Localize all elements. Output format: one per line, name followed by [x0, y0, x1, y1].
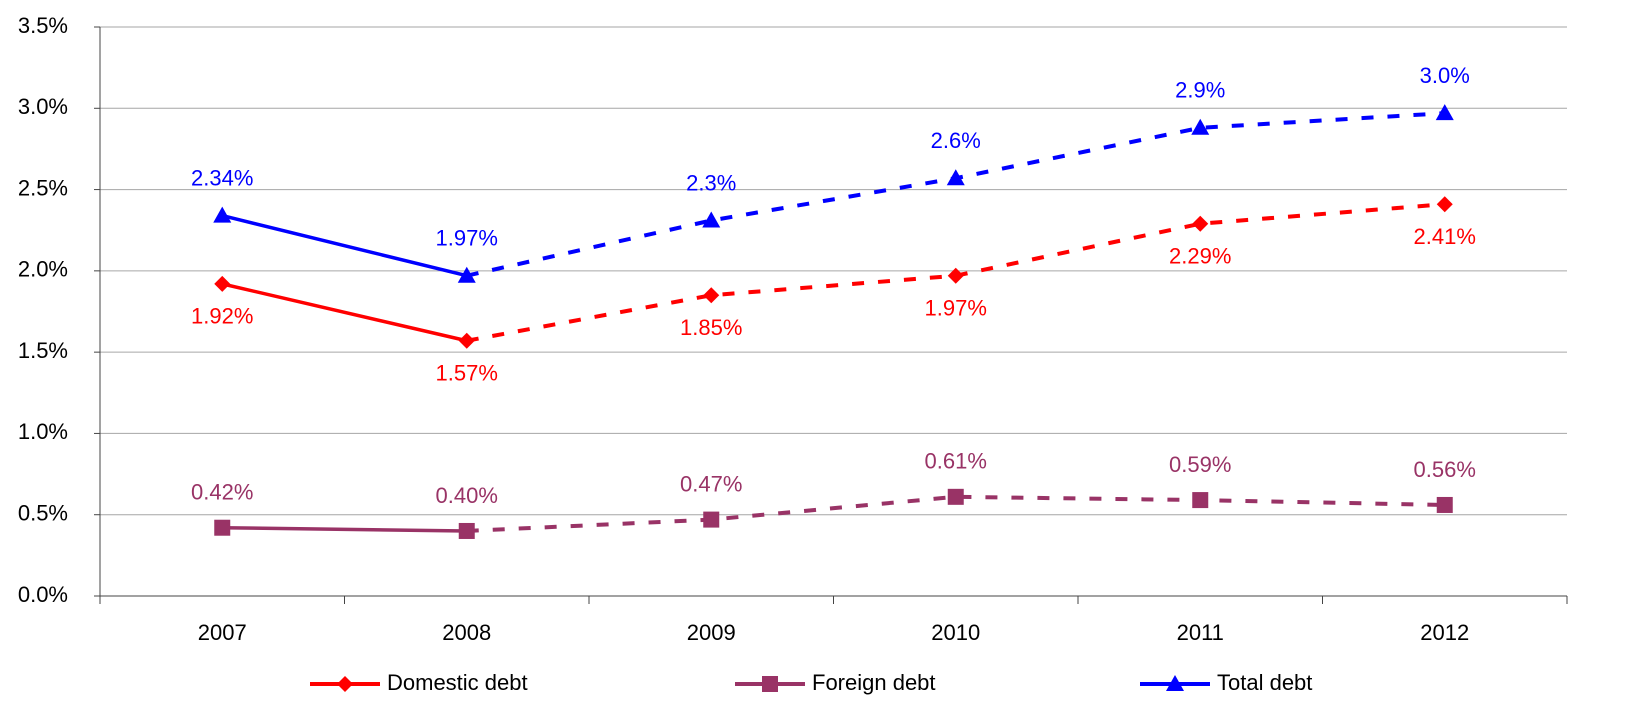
data-label: 1.85%: [680, 315, 742, 340]
x-tick-label: 2009: [687, 620, 736, 645]
marker: [703, 511, 720, 528]
marker: [1436, 496, 1453, 513]
data-label: 2.41%: [1414, 224, 1476, 249]
marker: [1436, 196, 1453, 213]
data-label: 1.97%: [436, 226, 498, 251]
marker: [457, 266, 476, 283]
data-label: 0.40%: [436, 483, 498, 508]
x-tick-label: 2011: [1177, 620, 1224, 645]
x-tick-label: 2012: [1420, 620, 1469, 645]
marker: [1166, 675, 1184, 691]
data-label: 1.57%: [436, 361, 498, 386]
marker: [946, 169, 965, 186]
data-label: 0.56%: [1414, 457, 1476, 482]
marker: [458, 522, 475, 539]
data-label: 1.97%: [925, 296, 987, 321]
series-line: [466, 202, 1445, 343]
series-line: [221, 213, 468, 278]
data-label: 2.6%: [931, 128, 981, 153]
marker: [1191, 118, 1210, 135]
data-label: 2.3%: [686, 170, 736, 195]
data-label: 0.47%: [680, 471, 742, 496]
y-tick-label: 1.0%: [18, 419, 68, 444]
legend-item: Total debt: [1140, 670, 1312, 695]
legend-label: Domestic debt: [387, 670, 528, 695]
marker: [702, 211, 721, 228]
data-label: 0.61%: [925, 449, 987, 474]
series-line: [221, 282, 468, 343]
y-tick-label: 3.5%: [18, 13, 68, 38]
legend-item: Domestic debt: [310, 670, 528, 695]
y-tick-label: 0.0%: [18, 582, 68, 607]
series-line: [466, 494, 1445, 533]
y-tick-label: 1.5%: [18, 338, 68, 363]
y-tick-label: 2.5%: [18, 175, 68, 200]
marker: [1192, 492, 1209, 509]
legend-label: Foreign debt: [812, 670, 936, 695]
marker: [337, 676, 353, 692]
data-label: 0.42%: [191, 480, 253, 505]
legend-label: Total debt: [1217, 670, 1312, 695]
marker: [1192, 215, 1209, 232]
marker: [458, 332, 475, 349]
data-label: 2.29%: [1169, 244, 1231, 269]
y-tick-label: 3.0%: [18, 94, 68, 119]
marker: [947, 267, 964, 284]
data-label: 0.59%: [1169, 452, 1231, 477]
x-tick-label: 2008: [442, 620, 491, 645]
marker: [1435, 104, 1454, 121]
marker: [947, 488, 964, 505]
data-label: 2.34%: [191, 165, 253, 190]
x-tick-label: 2007: [198, 620, 247, 645]
data-label: 2.9%: [1175, 78, 1225, 103]
data-label: 1.92%: [191, 304, 253, 329]
marker: [703, 287, 720, 304]
marker: [214, 519, 231, 536]
marker: [214, 275, 231, 292]
legend-item: Foreign debt: [735, 670, 936, 695]
marker: [762, 676, 778, 692]
y-tick-label: 2.0%: [18, 257, 68, 282]
marker: [213, 206, 232, 223]
x-tick-label: 2010: [931, 620, 980, 645]
series-line: [222, 525, 467, 533]
data-label: 3.0%: [1420, 63, 1470, 88]
y-tick-label: 0.5%: [18, 501, 68, 526]
